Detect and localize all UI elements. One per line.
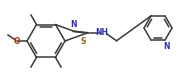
Text: N: N: [71, 20, 77, 29]
Text: S: S: [81, 36, 86, 46]
Text: N: N: [163, 42, 169, 51]
Text: NH: NH: [95, 28, 108, 37]
Text: O: O: [14, 36, 20, 46]
